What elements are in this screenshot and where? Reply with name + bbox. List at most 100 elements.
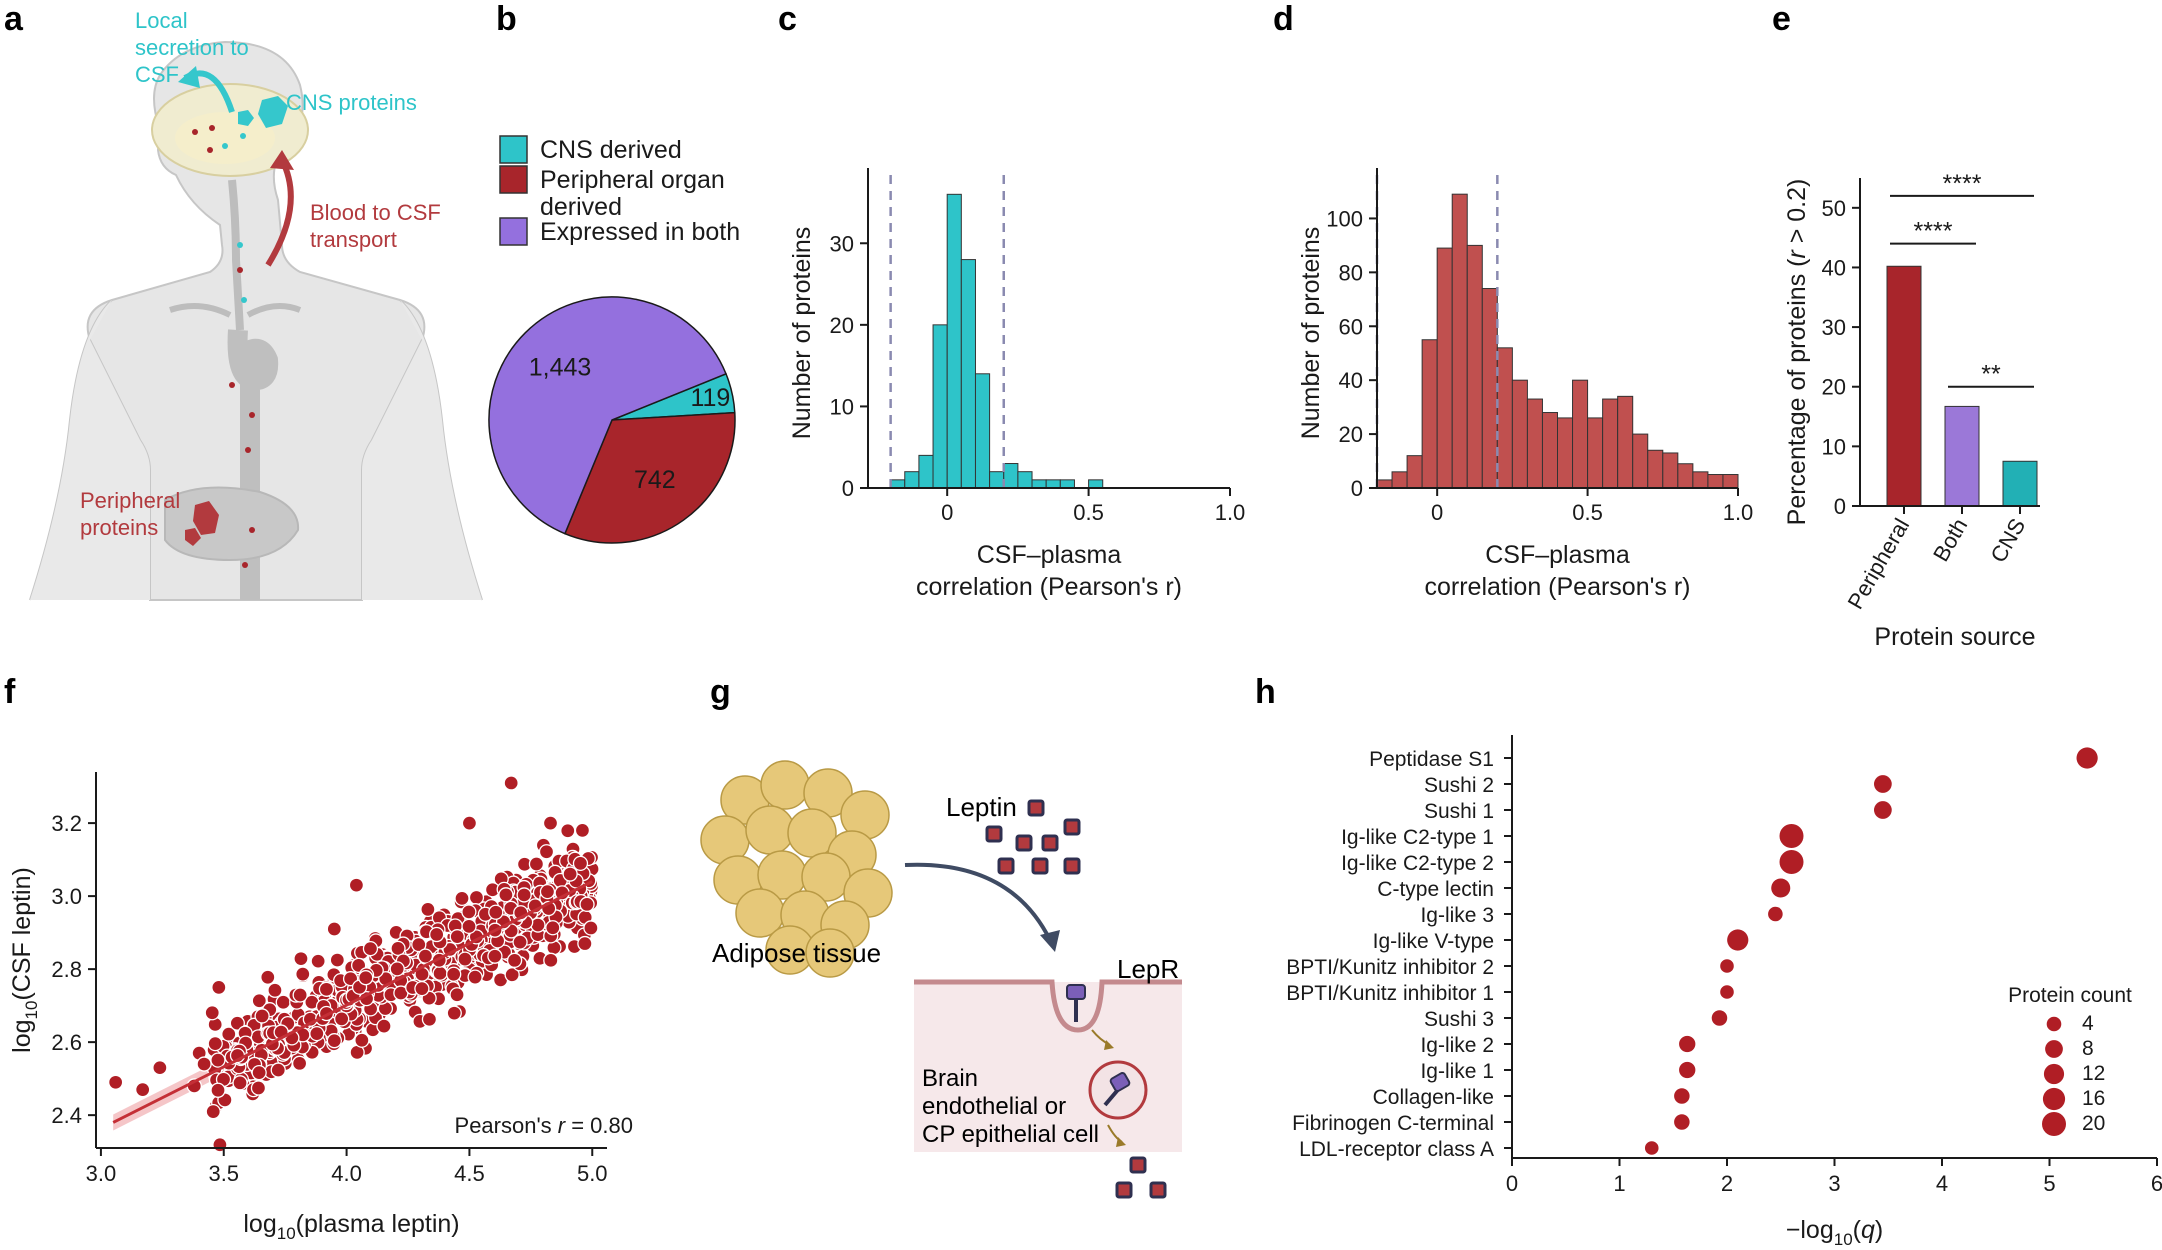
x-tick-label: 1.0: [1215, 500, 1246, 525]
histogram-bar: [1031, 479, 1047, 489]
histogram-bar: [1647, 449, 1664, 489]
enrichment-dot: [2076, 747, 2098, 769]
scatter-point: [504, 967, 520, 983]
scatter-point: [542, 815, 559, 831]
peripheral-proteins-line-1: Peripheral: [80, 488, 180, 513]
adipocyte: [760, 760, 810, 810]
leptin-molecule: [1063, 818, 1081, 836]
histogram-bar: [1088, 479, 1104, 489]
scatter-point: [411, 936, 427, 953]
protein-dot: [237, 242, 243, 248]
local-secretion-line-2: secretion to: [135, 35, 249, 60]
x-tick-label: 3: [1828, 1171, 1840, 1196]
scatter-point: [579, 896, 595, 912]
peripheral-proteins-line-2: proteins: [80, 515, 158, 540]
y-tick-label: 100: [1326, 206, 1363, 231]
category-label: Ig-like 1: [1420, 1060, 1494, 1083]
leptin-label: Leptin: [946, 792, 1017, 822]
scatter-point: [310, 953, 326, 969]
x-tick-label: 0.5: [1572, 500, 1603, 525]
histogram-bar: [1692, 471, 1709, 489]
scatter-point: [275, 994, 291, 1010]
y-tick-label: 0: [1351, 476, 1363, 501]
leptin-molecule: [1115, 1181, 1133, 1199]
panel-letter-b: b: [496, 0, 517, 38]
leptin-molecule: [1129, 1156, 1147, 1174]
scatter-point: [293, 951, 309, 967]
x-axis-label: correlation (Pearson's r): [1425, 573, 1691, 601]
histogram-bar: [1496, 347, 1513, 489]
scatter-point: [250, 1080, 267, 1096]
scatter-point: [210, 1082, 226, 1098]
histogram-bar: [1587, 417, 1604, 489]
enrichment-dot: [1679, 1061, 1696, 1079]
histogram-bar: [1451, 193, 1468, 489]
scatter-point: [414, 980, 430, 997]
size-legend-label: 16: [2082, 1087, 2105, 1110]
x-axis-label: CSF–plasma: [1485, 541, 1630, 569]
protein-dot: [245, 447, 251, 453]
scatter-point: [211, 979, 227, 996]
scatter-point: [417, 948, 434, 964]
histogram-bar: [974, 373, 991, 489]
category-label: Ig-like C2-type 1: [1341, 826, 1494, 849]
histogram-bar: [932, 324, 948, 489]
histogram-bar: [1722, 474, 1739, 489]
scatter-point: [376, 1018, 392, 1034]
protein-dot: [222, 143, 228, 149]
y-tick-label: 2.4: [51, 1103, 82, 1128]
x-tick-label: Peripheral: [1843, 514, 1915, 613]
small-arrowhead: [1104, 1040, 1114, 1050]
enrichment-dot: [1711, 1010, 1728, 1026]
category-label: Ig-like 2: [1420, 1034, 1494, 1057]
scatter-point: [467, 969, 483, 985]
cell-label-line-3: CP epithelial cell: [922, 1121, 1099, 1148]
scatter-point: [251, 1064, 267, 1081]
scatter-point: [516, 887, 532, 903]
scatter-point: [449, 987, 465, 1003]
lepr-label: LepR: [1117, 954, 1179, 984]
scatter-point: [457, 951, 473, 967]
x-tick-label: 0: [941, 500, 953, 525]
pie-slice-label: 742: [634, 466, 676, 494]
x-tick-label: 5.0: [577, 1161, 608, 1186]
category-label: Sushi 3: [1424, 1008, 1494, 1031]
histogram-bar: [1511, 379, 1528, 489]
histogram-bar: [1572, 379, 1589, 489]
histogram-bar: [1707, 474, 1724, 489]
leptin-diagram: Adipose tissue Leptin LepR Brain endothe…: [700, 760, 1182, 1199]
enrichment-dot: [1674, 1114, 1690, 1130]
scatter-point: [512, 934, 528, 950]
protein-dot: [192, 129, 198, 135]
scatter-point: [152, 1060, 168, 1076]
protein-dot: [242, 562, 248, 568]
histogram-bar: [989, 471, 1005, 489]
x-tick-label: 5: [2043, 1171, 2055, 1196]
panel-letter-h: h: [1255, 673, 1276, 711]
scatter-point: [267, 982, 283, 998]
histogram-bar: [1526, 398, 1543, 489]
local-secretion-line-1: Local: [135, 8, 188, 33]
scatter-point: [432, 965, 448, 981]
x-axis-label: correlation (Pearson's r): [916, 573, 1182, 601]
x-tick-label: 6: [2151, 1171, 2162, 1196]
histogram-bar: [1481, 288, 1498, 489]
scatter-point: [420, 901, 436, 918]
scatter-point: [390, 940, 406, 957]
scatter-point: [229, 1015, 245, 1031]
category-label: Collagen-like: [1373, 1086, 1494, 1109]
legend-swatch: [499, 135, 528, 164]
cell-label-line-1: Brain: [922, 1065, 978, 1092]
panel-letter-a: a: [4, 0, 24, 38]
scatter-point: [461, 815, 478, 831]
blood-to-csf-line-2: transport: [310, 227, 397, 252]
scatter-point: [577, 935, 593, 952]
x-tick-label: Both: [1928, 514, 1972, 566]
scatter-point: [429, 926, 445, 943]
y-tick-label: 2.8: [51, 957, 82, 982]
size-legend-dot: [2042, 1087, 2066, 1111]
scatter-point: [292, 987, 308, 1003]
x-tick-label: 4: [1936, 1171, 1948, 1196]
protein-dot: [240, 133, 246, 139]
